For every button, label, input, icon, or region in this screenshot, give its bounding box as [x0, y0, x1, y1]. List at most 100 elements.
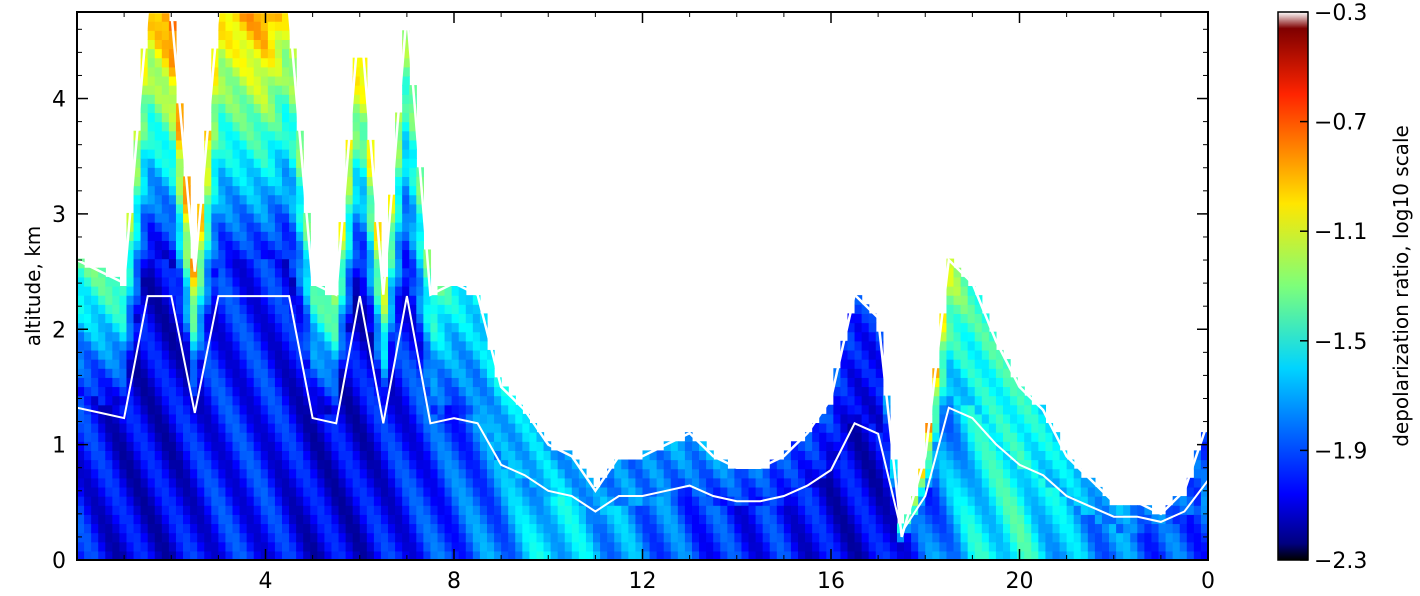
heatmap-cell	[875, 413, 884, 424]
heatmap-cell	[204, 349, 212, 360]
heatmap-cell	[225, 94, 234, 104]
heatmap-cell	[281, 185, 290, 196]
heatmap-cell	[812, 541, 820, 552]
heatmap-cell	[98, 377, 106, 388]
heatmap-cell	[352, 176, 361, 187]
heatmap-cell	[798, 477, 806, 488]
heatmap-cell	[1080, 496, 1089, 506]
heatmap-cell	[430, 413, 439, 424]
heatmap-cell	[819, 441, 827, 451]
heatmap-cell	[529, 550, 538, 560]
heatmap-cell	[635, 541, 644, 552]
heatmap-cell	[444, 496, 453, 506]
heatmap-cell	[571, 541, 580, 552]
heatmap-cell	[218, 39, 227, 50]
heatmap-cell	[380, 313, 389, 324]
heatmap-cell	[946, 413, 955, 424]
heatmap-cell	[939, 313, 948, 324]
heatmap-cell	[981, 432, 990, 442]
heatmap-cell	[755, 486, 764, 497]
heatmap-cell	[289, 432, 297, 442]
heatmap-cell	[981, 532, 990, 543]
heatmap-cell	[798, 450, 806, 461]
heatmap-cell	[296, 377, 304, 388]
heatmap-cell	[486, 349, 495, 360]
heatmap-cell	[211, 459, 219, 470]
heatmap-cell	[1003, 404, 1011, 415]
heatmap-cell	[1045, 541, 1054, 552]
heatmap-cell	[246, 304, 255, 314]
heatmap-cell	[430, 395, 439, 406]
heatmap-cell	[112, 322, 121, 333]
heatmap-cell	[508, 413, 516, 424]
heatmap-cell	[444, 395, 453, 406]
heatmap-cell	[995, 523, 1004, 534]
heatmap-cell	[501, 423, 509, 433]
heatmap-cell	[154, 30, 163, 40]
heatmap-cell	[995, 423, 1004, 433]
heatmap-cell	[225, 340, 234, 351]
heatmap-cell	[684, 514, 693, 525]
heatmap-cell	[522, 450, 530, 461]
heatmap-cell	[479, 496, 488, 506]
heatmap-cell	[183, 258, 191, 269]
heatmap-cell	[274, 377, 283, 388]
heatmap-cell	[1024, 459, 1032, 470]
heatmap-cell	[974, 368, 983, 378]
heatmap-cell	[932, 413, 940, 424]
heatmap-cell	[303, 322, 311, 333]
heatmap-cell	[1179, 541, 1188, 552]
heatmap-cell	[253, 66, 262, 77]
heatmap-cell	[267, 149, 276, 159]
heatmap-cell	[274, 267, 283, 278]
heatmap-cell	[345, 203, 354, 214]
heatmap-cell	[98, 331, 106, 342]
heatmap-cell	[289, 130, 297, 141]
heatmap-cell	[812, 432, 820, 442]
heatmap-cell	[161, 313, 170, 324]
heatmap-cell	[211, 94, 219, 104]
heatmap-cell	[1066, 486, 1075, 497]
heatmap-cell	[649, 450, 658, 461]
heatmap-cell	[1038, 505, 1047, 515]
heatmap-cell	[501, 477, 509, 488]
heatmap-cell	[423, 286, 432, 296]
heatmap-cell	[1116, 541, 1124, 552]
heatmap-cell	[444, 349, 453, 360]
heatmap-cell	[359, 505, 368, 515]
heatmap-cell	[536, 432, 545, 442]
heatmap-cell	[324, 304, 333, 314]
heatmap-cell	[218, 413, 227, 424]
heatmap-cell	[147, 477, 156, 488]
heatmap-cell	[918, 477, 926, 488]
heatmap-cell	[289, 377, 297, 388]
heatmap-cell	[451, 304, 460, 314]
heatmap-cell	[77, 386, 85, 397]
heatmap-cell	[154, 523, 163, 534]
heatmap-cell	[317, 423, 326, 433]
heatmap-cell	[875, 359, 884, 369]
heatmap-cell	[706, 459, 714, 470]
heatmap-cell	[479, 514, 488, 525]
heatmap-cell	[175, 459, 184, 470]
heatmap-cell	[112, 349, 121, 360]
heatmap-cell	[133, 432, 142, 442]
heatmap-cell	[133, 349, 142, 360]
heatmap-cell	[861, 368, 870, 378]
heatmap-cell	[402, 377, 410, 388]
heatmap-cell	[232, 441, 241, 451]
heatmap-cell	[317, 468, 326, 479]
heatmap-cell	[677, 486, 686, 497]
heatmap-cell	[1010, 486, 1018, 497]
heatmap-cell	[197, 222, 205, 232]
heatmap-cell	[585, 550, 594, 560]
heatmap-cell	[246, 423, 255, 433]
heatmap-cell	[274, 550, 283, 560]
heatmap-cell	[1179, 523, 1188, 534]
heatmap-cell	[204, 468, 212, 479]
heatmap-cell	[585, 496, 594, 506]
heatmap-cell	[366, 249, 375, 260]
heatmap-cell	[536, 505, 545, 515]
heatmap-cell	[889, 550, 898, 560]
heatmap-cell	[833, 541, 842, 552]
